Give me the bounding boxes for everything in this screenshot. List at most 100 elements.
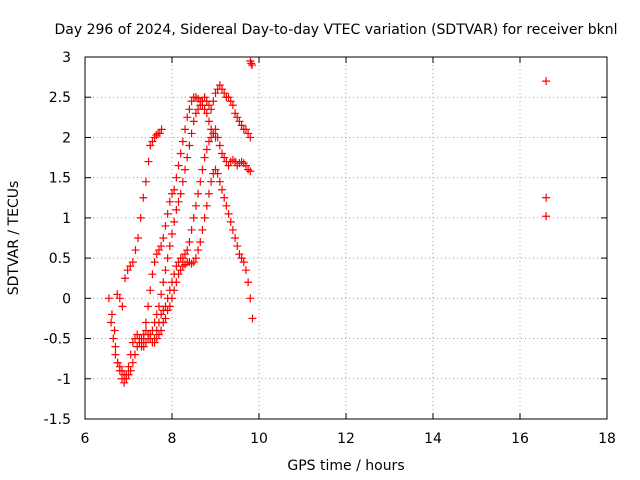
data-point: [165, 302, 174, 311]
data-point: [207, 105, 216, 114]
data-point: [159, 234, 168, 242]
data-point: [187, 129, 196, 138]
data-point: [150, 258, 159, 267]
data-point: [152, 131, 161, 140]
data-point: [200, 153, 209, 162]
data-point: [122, 374, 131, 383]
data-point: [185, 238, 194, 247]
data-point: [220, 193, 229, 202]
data-point: [154, 330, 163, 339]
data-point: [233, 113, 242, 122]
data-point: [148, 270, 157, 279]
data-point: [150, 338, 159, 347]
data-point: [187, 97, 196, 106]
data-point: [247, 59, 256, 68]
data-point: [170, 185, 179, 194]
y-tick-label: -0.5: [44, 332, 71, 348]
data-point: [200, 93, 209, 102]
data-point: [241, 125, 250, 134]
data-point: [131, 350, 140, 359]
data-point: [165, 242, 174, 251]
data-point: [128, 258, 137, 267]
x-tick-label: 16: [511, 431, 529, 447]
data-point: [124, 362, 133, 371]
data-point: [109, 334, 118, 343]
data-point: [209, 97, 218, 106]
data-point: [115, 362, 124, 371]
data-point: [204, 189, 213, 198]
data-point: [542, 193, 551, 202]
data-point: [237, 157, 246, 166]
data-point: [104, 294, 113, 303]
data-point: [228, 101, 237, 110]
data-point: [237, 121, 246, 130]
data-point: [244, 165, 253, 174]
data-point: [231, 109, 240, 118]
data-point: [124, 370, 133, 379]
data-point: [191, 93, 200, 102]
data-point: [246, 133, 255, 142]
data-point: [220, 89, 229, 98]
data-point: [178, 262, 187, 271]
data-point: [542, 77, 551, 86]
data-point: [204, 117, 213, 126]
data-point: [183, 246, 192, 255]
data-point: [161, 221, 170, 230]
data-point: [176, 149, 185, 158]
data-point: [196, 101, 205, 110]
plot-frame: [84, 56, 608, 420]
data-point: [170, 217, 179, 226]
data-point: [111, 350, 120, 359]
data-point: [152, 334, 161, 343]
y-tick-label: 1: [62, 211, 71, 227]
data-point: [181, 125, 190, 134]
data-point: [185, 105, 194, 114]
data-point: [248, 61, 257, 70]
data-point: [178, 254, 187, 263]
data-point: [157, 290, 166, 299]
data-point: [157, 326, 166, 335]
data-point: [128, 358, 137, 367]
y-tick-label: 0.5: [49, 251, 71, 267]
data-point: [187, 225, 196, 234]
data-point: [187, 259, 196, 268]
data-point: [144, 157, 153, 166]
data-point: [194, 246, 203, 255]
y-tick-label: 0: [62, 291, 71, 307]
data-point: [207, 177, 216, 186]
series-track-d: [107, 125, 255, 383]
y-tick-label: -1: [57, 372, 71, 388]
data-point: [154, 246, 163, 255]
data-point: [218, 149, 227, 158]
data-point: [194, 189, 203, 198]
data-point: [181, 165, 190, 174]
data-point: [159, 278, 168, 287]
data-point: [202, 201, 211, 210]
data-point: [163, 254, 172, 263]
data-point: [246, 294, 255, 303]
data-point: [136, 213, 145, 222]
data-point: [168, 294, 176, 303]
data-point: [235, 117, 244, 126]
y-tick-label: 3: [62, 50, 71, 66]
data-point: [176, 266, 185, 275]
series-track-c: [111, 81, 255, 387]
data-point: [204, 137, 213, 146]
points-layer: [104, 57, 551, 387]
y-tick-label: 1.5: [49, 171, 71, 187]
data-point: [107, 318, 116, 327]
data-point: [146, 141, 155, 150]
data-point: [218, 185, 227, 194]
data-point: [248, 314, 257, 323]
data-point: [183, 153, 192, 162]
data-point: [155, 129, 164, 138]
data-point: [224, 161, 233, 170]
series-isolated: [246, 57, 551, 221]
data-point: [161, 266, 170, 275]
data-point: [218, 85, 227, 94]
data-point: [131, 246, 140, 255]
data-point: [174, 270, 183, 279]
x-tick-label: 14: [424, 431, 442, 447]
data-point: [110, 326, 119, 335]
